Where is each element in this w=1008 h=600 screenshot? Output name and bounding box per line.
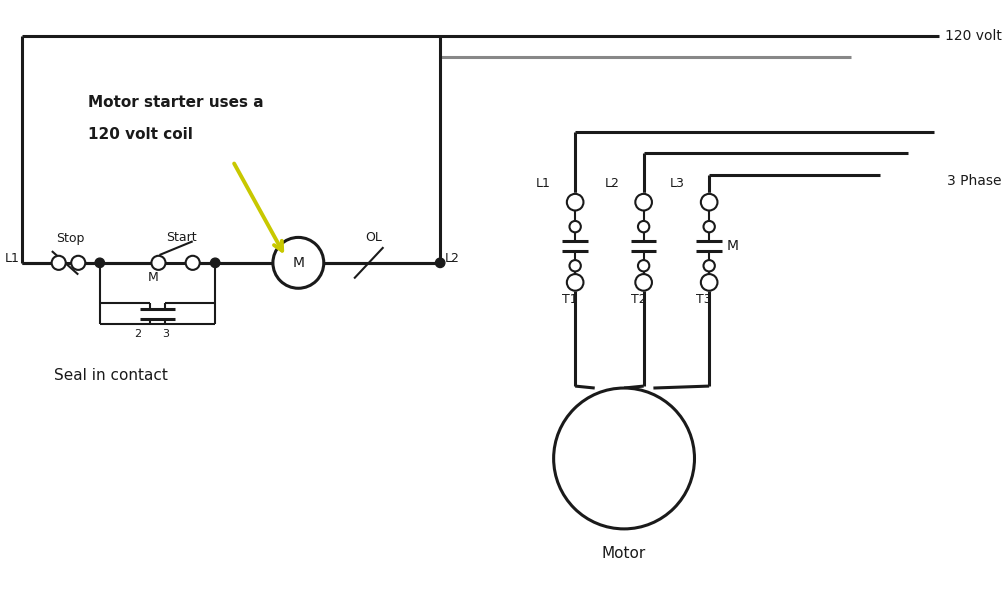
Circle shape bbox=[72, 256, 86, 270]
Text: OL: OL bbox=[365, 231, 382, 244]
Text: L1: L1 bbox=[536, 178, 550, 190]
Text: Seal in contact: Seal in contact bbox=[53, 368, 167, 383]
Circle shape bbox=[635, 194, 652, 211]
Circle shape bbox=[273, 238, 324, 288]
Circle shape bbox=[570, 260, 581, 271]
Text: M: M bbox=[727, 239, 739, 253]
Text: Motor: Motor bbox=[602, 547, 646, 562]
Circle shape bbox=[638, 221, 649, 232]
Circle shape bbox=[638, 260, 649, 271]
Circle shape bbox=[553, 388, 695, 529]
Text: 2: 2 bbox=[134, 329, 141, 340]
Text: L2: L2 bbox=[446, 253, 460, 265]
Text: T3: T3 bbox=[697, 293, 712, 305]
Circle shape bbox=[435, 258, 445, 268]
Text: T2: T2 bbox=[631, 293, 646, 305]
Text: L2: L2 bbox=[605, 178, 619, 190]
Circle shape bbox=[151, 256, 165, 270]
Text: L3: L3 bbox=[670, 178, 684, 190]
Circle shape bbox=[185, 256, 200, 270]
Text: 3: 3 bbox=[162, 329, 168, 340]
Circle shape bbox=[51, 256, 66, 270]
Circle shape bbox=[566, 274, 584, 291]
Text: M: M bbox=[148, 271, 158, 284]
Circle shape bbox=[701, 194, 718, 211]
Circle shape bbox=[95, 258, 105, 268]
Circle shape bbox=[635, 274, 652, 291]
Circle shape bbox=[566, 194, 584, 211]
Text: 3 Phase: 3 Phase bbox=[947, 173, 1001, 188]
Text: Stop: Stop bbox=[56, 232, 85, 245]
Text: 120 volt coil: 120 volt coil bbox=[88, 127, 193, 142]
Text: Motor starter uses a: Motor starter uses a bbox=[88, 95, 264, 110]
Circle shape bbox=[704, 221, 715, 232]
Circle shape bbox=[701, 274, 718, 291]
Text: M: M bbox=[292, 256, 304, 270]
Text: T1: T1 bbox=[562, 293, 578, 305]
Circle shape bbox=[211, 258, 220, 268]
Circle shape bbox=[570, 221, 581, 232]
Text: 120 volt: 120 volt bbox=[944, 29, 1002, 43]
Circle shape bbox=[704, 260, 715, 271]
Text: Start: Start bbox=[165, 231, 197, 244]
Text: L1: L1 bbox=[5, 253, 20, 265]
